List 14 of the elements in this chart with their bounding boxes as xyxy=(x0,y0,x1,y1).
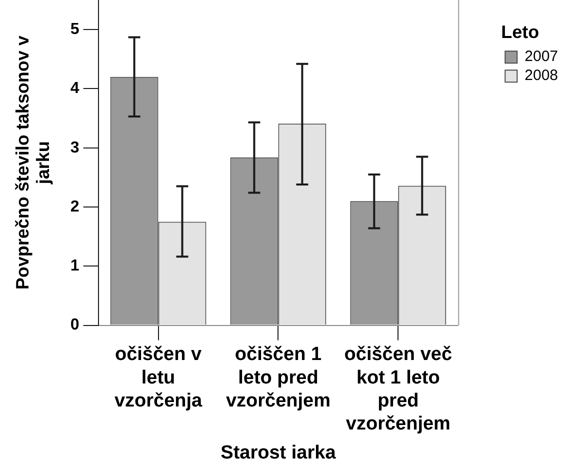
y-tick-label: 2 xyxy=(70,198,80,216)
legend-label: 2007 xyxy=(524,48,558,66)
y-tick-label: 4 xyxy=(70,80,80,98)
x-axis-title: Starost iarka xyxy=(220,442,336,463)
y-tick-label: 1 xyxy=(70,258,80,275)
legend-title: Leto xyxy=(501,22,540,42)
y-tick-label: 0 xyxy=(70,316,80,334)
x-tick-label: očiščen 1 leto pred vzorčenjem xyxy=(226,344,330,412)
y-tick-label: 5 xyxy=(70,20,80,38)
y-axis-title: Povprečno število taksonov v jarku xyxy=(12,36,54,290)
x-tick-label: očiščen več kot 1 leto pred vzorčenjem xyxy=(344,344,452,435)
y-tick-label: 3 xyxy=(70,139,80,156)
x-tick-label: očiščen v letu vzorčenja xyxy=(114,344,203,412)
legend-label: 2008 xyxy=(524,67,558,84)
